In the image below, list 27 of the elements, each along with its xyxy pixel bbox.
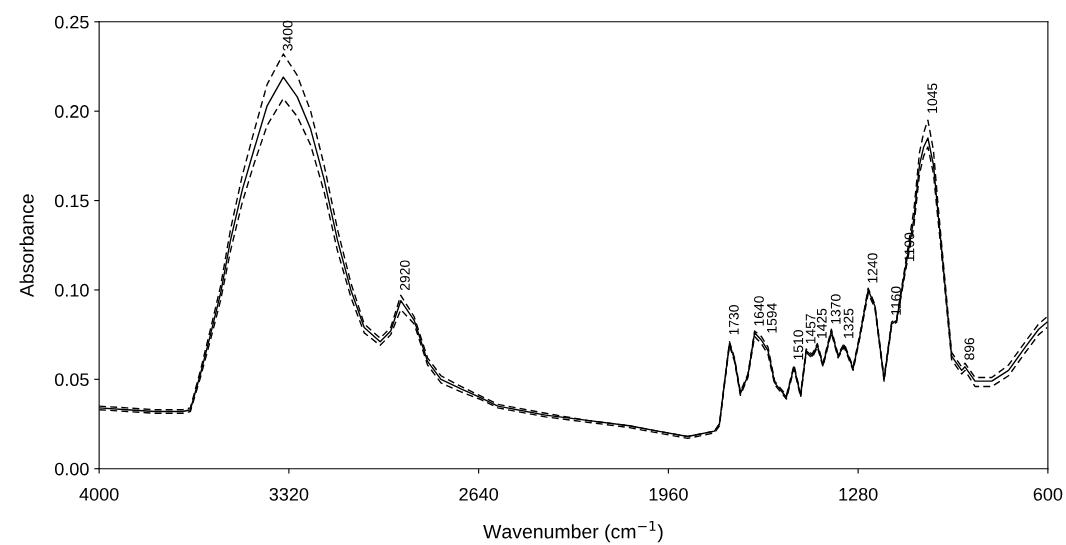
- annotation: 1425: [816, 308, 827, 338]
- x-axis-title: Wavenumber (cm$^{−1}$): [483, 520, 663, 543]
- annotation: 3400: [282, 20, 293, 51]
- x-tick-label: 600: [1033, 487, 1063, 501]
- annotation: 1045: [927, 83, 938, 113]
- annotation: 1370: [830, 294, 841, 324]
- annotation: 896: [964, 337, 975, 360]
- y-tick-label: 0.25: [54, 15, 89, 29]
- x-tick-label: 3320: [269, 487, 309, 501]
- annotation: 1510: [793, 330, 804, 360]
- x-tick-label: 2640: [459, 487, 499, 501]
- y-tick-label: 0.05: [54, 373, 89, 387]
- y-tick-label: 0.15: [54, 194, 89, 208]
- annotation: 1594: [766, 303, 777, 333]
- annotation: 1730: [728, 305, 739, 335]
- x-tick-label: 1960: [649, 487, 688, 501]
- annotation: 1240: [867, 253, 878, 283]
- y-tick-label: 0.10: [54, 283, 89, 297]
- y-tick-label: 0.20: [54, 105, 89, 118]
- x-tick-label: 1280: [839, 487, 878, 501]
- y-tick-label: 0.00: [54, 462, 89, 476]
- y-axis-title: Absorbance: [19, 194, 34, 298]
- annotation: 1640: [754, 296, 764, 326]
- x-tick-label: 4000: [79, 487, 119, 501]
- annotation: 2920: [399, 260, 410, 291]
- annotation: 1457: [805, 314, 816, 344]
- annotation: 1325: [843, 308, 854, 338]
